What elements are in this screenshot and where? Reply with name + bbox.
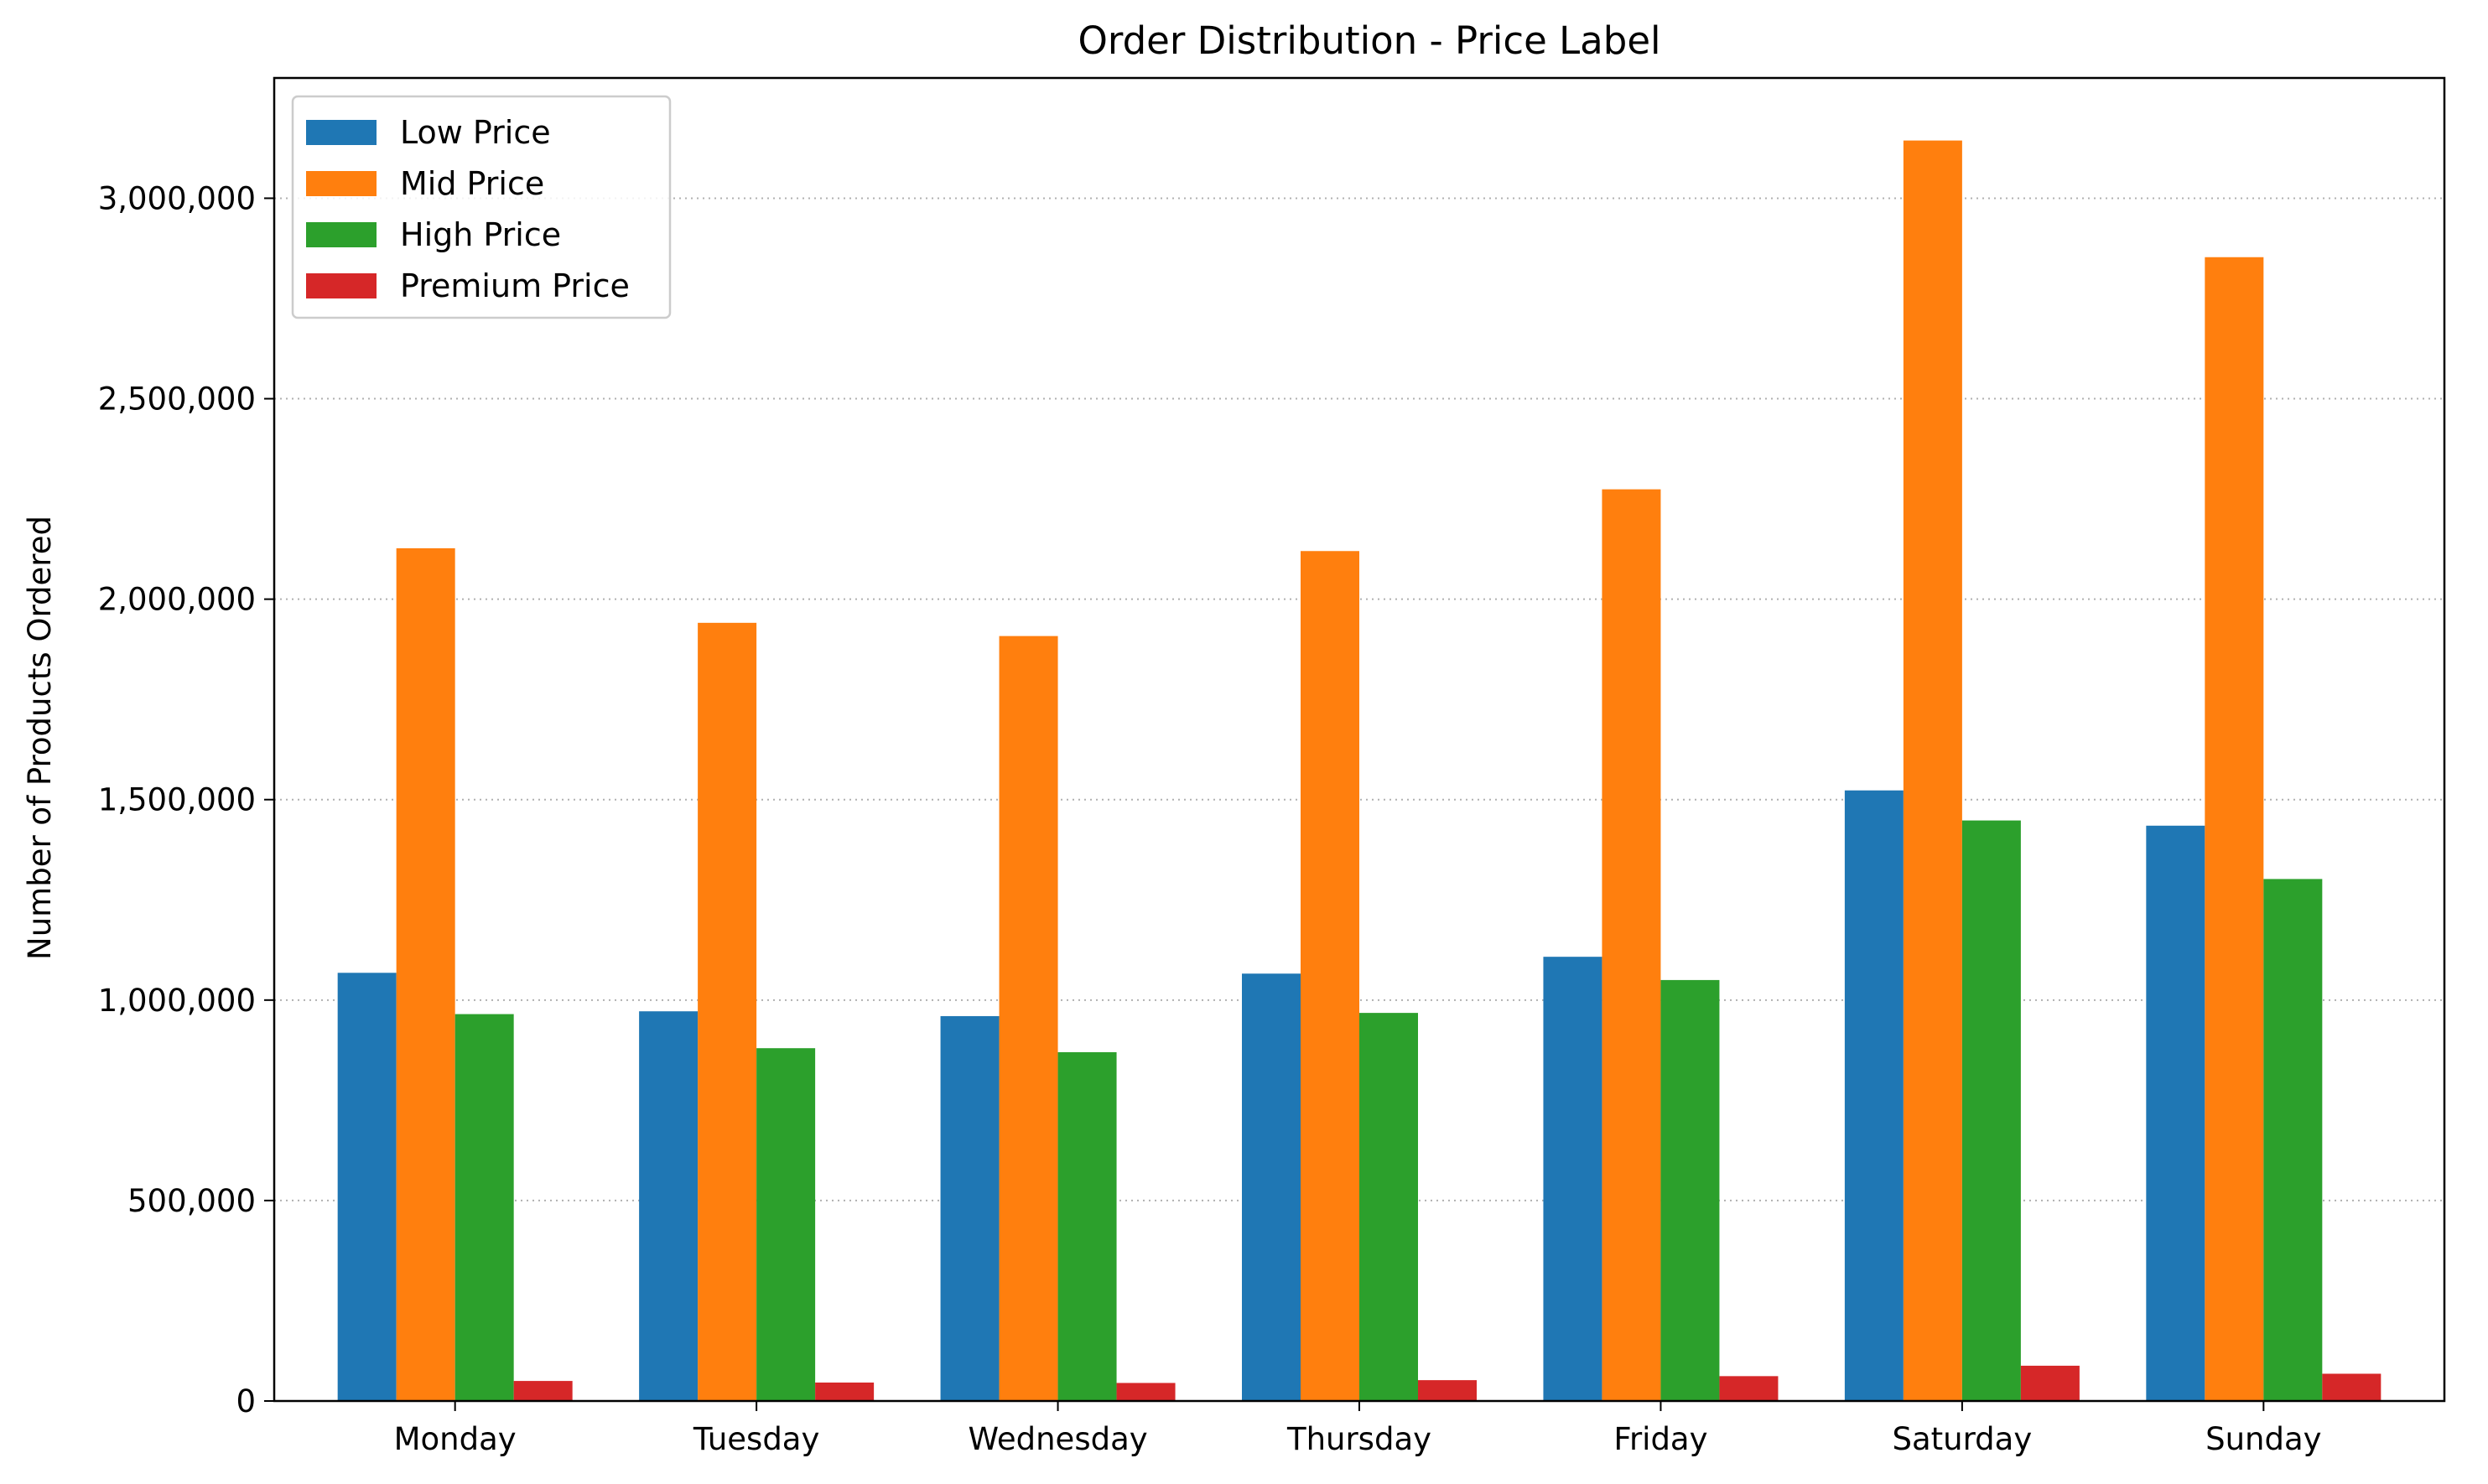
legend-label: Premium Price xyxy=(400,267,630,304)
legend-swatch xyxy=(306,171,377,196)
chart-title: Order Distribution - Price Label xyxy=(1078,18,1660,63)
x-tick-label: Saturday xyxy=(1893,1421,2033,1457)
bar-low-price xyxy=(337,973,397,1401)
legend-label: High Price xyxy=(400,216,561,253)
bar-premium-price xyxy=(1116,1383,1176,1401)
bar-low-price xyxy=(2146,825,2205,1401)
bar-low-price xyxy=(639,1011,699,1401)
y-tick-label: 2,500,000 xyxy=(98,381,256,418)
bar-mid-price xyxy=(1602,489,1661,1402)
legend-swatch xyxy=(306,222,377,247)
plot-frame xyxy=(273,76,2446,1403)
bar-mid-price xyxy=(1301,551,1359,1401)
bars xyxy=(337,140,2382,1402)
legend-swatch xyxy=(306,273,377,298)
legend-swatch xyxy=(306,120,377,145)
bar-high-price xyxy=(454,1014,514,1401)
y-tick-label: 3,000,000 xyxy=(98,180,256,216)
bar-high-price xyxy=(1660,979,1720,1401)
bar-premium-price xyxy=(1719,1376,1779,1401)
bar-low-price xyxy=(1844,790,1904,1401)
bar-premium-price xyxy=(2020,1365,2080,1401)
grid-lines xyxy=(274,197,2444,1201)
legend-label: Mid Price xyxy=(400,165,544,202)
y-axis-label: Number of Products Ordered xyxy=(22,516,58,960)
bar-premium-price xyxy=(513,1381,573,1401)
y-tick-label: 0 xyxy=(236,1383,256,1419)
legend-label: Low Price xyxy=(400,114,551,151)
bar-low-price xyxy=(1543,957,1602,1401)
bar-premium-price xyxy=(1418,1380,1477,1401)
y-tick-label: 2,000,000 xyxy=(98,582,256,618)
x-tick-label: Thursday xyxy=(1286,1421,1431,1457)
axes: 0 500,000 1,000,000 1,500,000 2,000,000 2,500… xyxy=(98,76,2446,1457)
x-tick-label: Wednesday xyxy=(968,1421,1147,1457)
bar-low-price xyxy=(940,1015,1000,1401)
bar-mid-price xyxy=(2205,257,2264,1401)
x-tick-label: Tuesday xyxy=(693,1421,820,1457)
bar-mid-price xyxy=(999,636,1058,1401)
x-tick-label: Sunday xyxy=(2205,1421,2321,1457)
legend-box xyxy=(291,95,672,319)
bar-premium-price xyxy=(815,1383,875,1401)
y-tick-label: 1,500,000 xyxy=(98,782,256,818)
bar-high-price xyxy=(756,1048,816,1401)
bar-mid-price xyxy=(396,547,455,1401)
x-tick-label: Monday xyxy=(394,1421,517,1457)
bar-low-price xyxy=(1242,973,1301,1401)
bar-mid-price xyxy=(698,622,757,1401)
legend: Low Price Mid Price High Price Premium Pric… xyxy=(291,95,672,319)
bar-mid-price xyxy=(1903,140,1962,1402)
bar-high-price xyxy=(2263,879,2323,1401)
bar-high-price xyxy=(1359,1013,1418,1401)
x-tick-label: Friday xyxy=(1613,1421,1707,1457)
bar-high-price xyxy=(1057,1051,1117,1401)
bar-high-price xyxy=(1961,820,2021,1401)
y-tick-label: 1,000,000 xyxy=(98,983,256,1019)
bar-premium-price xyxy=(2322,1373,2382,1401)
y-tick-label: 500,000 xyxy=(127,1183,256,1219)
